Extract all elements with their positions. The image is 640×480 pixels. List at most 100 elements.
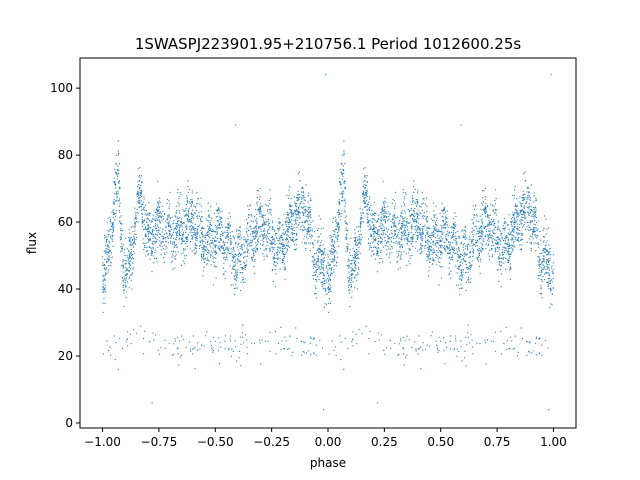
data-point <box>378 235 380 237</box>
data-point <box>351 277 353 279</box>
data-point <box>284 268 286 270</box>
data-point <box>371 221 373 223</box>
data-point <box>432 263 434 265</box>
data-point <box>410 242 412 244</box>
data-point <box>173 246 176 248</box>
data-point <box>260 230 262 233</box>
data-point <box>224 348 226 350</box>
data-point <box>491 245 493 247</box>
data-point <box>184 257 186 259</box>
data-point <box>221 238 223 240</box>
data-point <box>258 209 260 211</box>
data-point <box>201 231 204 233</box>
data-point <box>387 241 389 243</box>
data-point <box>421 240 423 242</box>
data-point <box>453 250 455 252</box>
data-point <box>302 211 304 213</box>
data-point <box>217 209 219 211</box>
data-point <box>172 250 175 252</box>
data-point <box>295 216 297 218</box>
data-point <box>114 181 116 183</box>
data-point <box>212 351 214 353</box>
data-point <box>140 177 142 179</box>
data-point <box>280 348 282 350</box>
data-point <box>401 210 403 212</box>
data-point <box>153 262 155 264</box>
data-point <box>225 237 227 239</box>
data-point <box>122 244 124 246</box>
data-point <box>302 229 304 232</box>
data-point <box>131 244 133 246</box>
data-point <box>408 252 410 254</box>
data-point <box>203 227 205 230</box>
data-point <box>364 191 367 193</box>
data-point <box>306 210 308 212</box>
data-point <box>510 220 512 223</box>
data-point <box>441 226 443 228</box>
data-point <box>479 227 482 229</box>
data-point <box>435 206 437 208</box>
data-point <box>119 180 121 183</box>
data-point <box>538 265 541 267</box>
data-point <box>460 256 462 258</box>
data-point <box>341 192 343 194</box>
data-point <box>339 168 341 170</box>
data-point <box>530 250 532 252</box>
data-point <box>340 215 342 217</box>
data-point <box>377 332 380 334</box>
data-point <box>149 258 151 260</box>
data-point <box>118 163 120 165</box>
data-point <box>104 274 106 276</box>
data-point <box>205 232 208 234</box>
data-point <box>348 292 351 294</box>
data-point <box>351 269 353 271</box>
data-point <box>483 227 485 230</box>
data-point <box>169 225 171 228</box>
data-point <box>178 210 180 212</box>
data-point <box>331 239 333 241</box>
data-point <box>317 264 319 266</box>
data-point <box>218 223 220 225</box>
data-point <box>306 236 308 238</box>
data-point <box>208 227 210 229</box>
data-point <box>452 259 454 261</box>
data-point <box>506 224 508 226</box>
data-point <box>409 255 411 257</box>
data-point <box>413 221 415 223</box>
data-point <box>344 163 346 165</box>
data-point <box>331 247 333 249</box>
data-point <box>253 343 256 345</box>
data-point <box>432 248 434 250</box>
data-point <box>183 249 185 251</box>
data-point <box>119 337 121 340</box>
data-point <box>550 290 552 292</box>
data-point <box>237 246 239 248</box>
data-point <box>460 274 462 276</box>
data-point <box>376 220 378 222</box>
data-point <box>357 254 359 256</box>
data-point <box>156 201 159 203</box>
data-point <box>402 221 404 223</box>
data-point <box>368 201 370 203</box>
data-point <box>533 215 536 217</box>
data-point <box>436 224 438 226</box>
data-point <box>440 340 442 342</box>
data-point <box>514 335 516 337</box>
data-point <box>320 261 322 263</box>
data-point <box>328 274 330 276</box>
data-point <box>135 222 137 224</box>
data-point <box>162 248 165 250</box>
data-point <box>435 253 437 255</box>
data-point <box>341 191 343 193</box>
data-point <box>160 216 162 218</box>
data-point <box>329 289 331 291</box>
data-point <box>113 181 115 183</box>
data-point <box>213 212 216 215</box>
data-point <box>539 231 541 233</box>
data-point <box>142 220 144 222</box>
data-point <box>430 218 432 220</box>
data-point <box>335 250 337 252</box>
data-point <box>514 205 516 207</box>
data-point <box>443 241 445 243</box>
data-point <box>344 216 346 218</box>
